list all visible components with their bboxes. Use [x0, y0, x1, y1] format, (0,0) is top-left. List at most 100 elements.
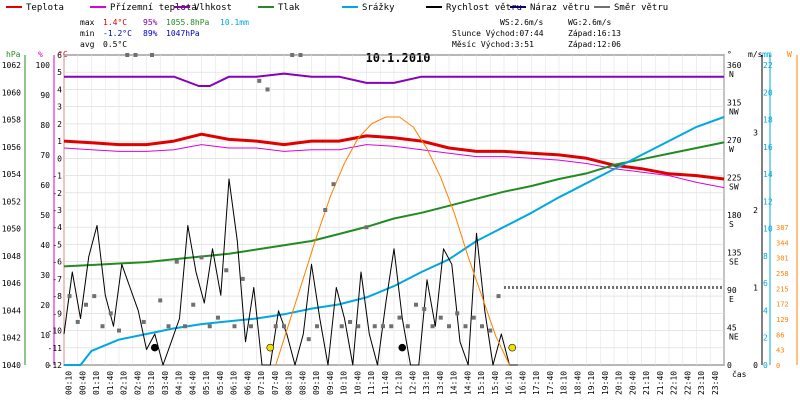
x-tick-label: 06:40 — [243, 371, 252, 395]
x-tick-label: 10:40 — [353, 371, 362, 395]
legend-tlak: Tlak — [278, 3, 300, 13]
x-tick-label: 03:10 — [147, 371, 156, 395]
wind-direction-point — [496, 294, 501, 299]
stats-max-temp: 1.4°C — [103, 18, 127, 27]
temp-tick-label: -10 — [48, 327, 63, 336]
temp-tick-label: -3 — [52, 206, 62, 215]
mm-tick-label: 20 — [763, 88, 773, 97]
temp-tick-label: -11 — [48, 344, 63, 353]
info-moon: Měsíc Východ:3:51 — [452, 40, 534, 49]
pct-tick-label: 10 — [40, 331, 50, 340]
info-wg: WG:2.6m/s — [568, 18, 612, 27]
wind-direction-point — [265, 87, 270, 92]
ms-axis-label: m/s — [748, 50, 763, 59]
hpa-tick-label: 1044 — [2, 306, 21, 315]
stats-avg-temp: 0.5°C — [103, 40, 127, 49]
x-tick-label: 04:40 — [188, 371, 197, 395]
hpa-tick-label: 1058 — [2, 116, 21, 125]
wind-direction-point — [430, 324, 435, 329]
x-tick-label: 19:10 — [587, 371, 596, 395]
wind-direction-point — [348, 319, 352, 324]
dir-tick-label: 135 — [727, 249, 742, 258]
dir-tick-sublabel: SW — [729, 183, 739, 192]
dir-tick-label: 270 — [727, 136, 742, 145]
chart-title: 10.1.2010 — [365, 51, 430, 65]
wind-direction-point — [67, 294, 72, 299]
wind-direction-point — [315, 324, 319, 329]
hpa-axis-label: hPa — [6, 50, 21, 59]
x-tick-label: 20:40 — [628, 371, 637, 395]
dir-axis-label: ° — [727, 50, 732, 59]
x-tick-label: 08:10 — [285, 371, 294, 395]
legend-rychlost-vetru: Rychlost větru — [446, 3, 522, 13]
info-block: WS:2.6m/s WG:2.6m/s Slunce Východ:07:44 … — [452, 18, 621, 49]
wind-direction-point — [141, 319, 146, 324]
wm-tick-label: 258 — [776, 270, 789, 278]
dir-tick-sublabel: NE — [729, 333, 739, 342]
series-line-2 — [64, 72, 724, 87]
x-tick-label: 02:40 — [133, 371, 142, 395]
x-tick-label: 04:10 — [175, 371, 184, 395]
x-tick-label: 11:10 — [367, 371, 376, 395]
dir-tick-sublabel: SE — [729, 258, 739, 267]
wind-direction-point — [150, 53, 154, 57]
x-tick-label: 08:40 — [298, 371, 307, 395]
legend: Teplota Přízemní teplota Vlhkost Tlak Sr… — [6, 3, 668, 13]
ms-tick-label: 3 — [753, 129, 758, 138]
pct-tick-label: 50 — [40, 211, 50, 220]
hpa-tick-label: 1042 — [2, 334, 21, 343]
x-tick-label: 20:10 — [615, 371, 624, 395]
pct-tick-label: 80 — [40, 121, 50, 130]
marker-dot — [266, 343, 275, 352]
stats-avg-label: avg — [80, 40, 95, 49]
pct-tick-label: 70 — [40, 151, 50, 160]
axes: 00:10 00:40 01:10 01:40 02:10 02:40 03:10 03:40… — [2, 50, 798, 395]
x-tick-label: 09:40 — [326, 371, 335, 395]
wind-direction-point — [257, 78, 262, 83]
dir-tick-sublabel: N — [729, 70, 734, 79]
wind-direction-point — [224, 268, 229, 273]
wm-tick-label: 0 — [776, 362, 780, 370]
hpa-tick-label: 1040 — [2, 361, 21, 370]
x-tick-label: 13:40 — [436, 371, 445, 395]
wind-direction-point — [455, 311, 460, 316]
wind-direction-point — [422, 307, 427, 312]
series — [63, 53, 725, 366]
wind-direction-point — [405, 324, 410, 329]
x-tick-label: 14:10 — [450, 371, 459, 395]
legend-srazky: Srážky — [362, 3, 395, 13]
mm-tick-label: 10 — [763, 225, 773, 234]
wind-direction-point — [447, 324, 451, 329]
x-tick-label: 05:10 — [202, 371, 211, 395]
x-tick-label: 23:10 — [697, 371, 706, 395]
x-tick-label: 02:10 — [120, 371, 129, 395]
stats-min-temp: -1.2°C — [103, 29, 132, 38]
pct-axis-label: % — [38, 50, 43, 59]
hpa-tick-label: 1048 — [2, 252, 21, 261]
wm-tick-label: 215 — [776, 285, 789, 293]
wm-tick-label: 387 — [776, 224, 789, 232]
mm-tick-label: 14 — [763, 170, 773, 179]
wm-tick-label: 344 — [776, 239, 789, 247]
x-tick-label: 17:40 — [546, 371, 555, 395]
stats-min-label: min — [80, 29, 95, 38]
wind-direction-point — [397, 315, 402, 320]
temp-tick-label: -9 — [52, 309, 62, 318]
x-tick-label: 05:40 — [216, 371, 225, 395]
series-line-5 — [63, 178, 518, 366]
x-tick-label: 12:40 — [408, 371, 417, 395]
x-tick-label: 03:40 — [161, 371, 170, 395]
legend-naraz-vetru: Náraz větru — [530, 3, 590, 13]
wm-tick-label: 172 — [776, 301, 789, 309]
wind-direction-point — [306, 337, 311, 342]
wind-direction-point — [133, 53, 138, 57]
info-sun: Slunce Východ:07:44 — [452, 29, 544, 38]
mm-tick-label: 22 — [763, 61, 773, 70]
x-tick-label: 00:40 — [78, 371, 87, 395]
wind-direction-point — [356, 324, 361, 329]
temp-tick-label: 2 — [57, 120, 62, 129]
wm-tick-label: 129 — [776, 316, 789, 324]
x-tick-label: 16:40 — [518, 371, 527, 395]
x-tick-label: 18:10 — [560, 371, 569, 395]
